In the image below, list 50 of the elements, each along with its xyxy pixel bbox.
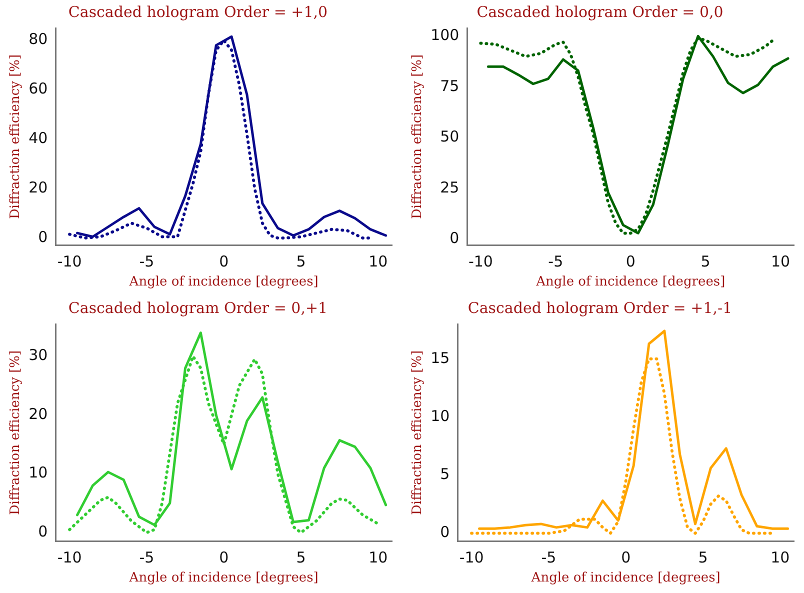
- x-tick-label: 10: [770, 548, 790, 566]
- x-tick-label: 5: [698, 548, 708, 566]
- y-tick-label: 5: [440, 465, 450, 484]
- y-tick-label: 20: [28, 178, 48, 196]
- x-tick-label: 5: [700, 252, 710, 270]
- x-tick-label: -5: [541, 548, 556, 566]
- y-tick-label: 20: [28, 404, 48, 423]
- x-tick-label: 0: [219, 548, 229, 566]
- y-tick-label: 15: [430, 348, 450, 367]
- y-tick-label: 75: [440, 76, 460, 95]
- x-tick-label: 10: [368, 252, 388, 270]
- chart-title: Cascaded hologram Order = +1,-1: [468, 298, 732, 317]
- y-tick-label: 0: [450, 229, 460, 248]
- y-tick-label: 25: [440, 178, 460, 196]
- y-tick-label: 40: [28, 129, 48, 148]
- x-tick-label: 5: [296, 252, 306, 270]
- y-tick-label: 0: [38, 228, 48, 246]
- x-axis-title: Angle of incidence [degrees]: [128, 570, 318, 586]
- y-tick-label: 50: [440, 128, 460, 146]
- y-axis-title: Diffraction efficiency [%]: [410, 54, 426, 220]
- x-axis-title: Angle of incidence [degrees]: [530, 570, 720, 586]
- x-tick-label: 5: [296, 548, 306, 566]
- x-tick-label: 0: [621, 548, 631, 566]
- x-tick-label: 10: [368, 548, 388, 566]
- y-tick-label: 10: [28, 464, 48, 482]
- x-tick-label: -10: [468, 252, 493, 270]
- y-axis-title: Diffraction efficiency [%]: [410, 350, 426, 516]
- x-axis-title: Angle of incidence [degrees]: [535, 274, 726, 290]
- x-tick-label: -10: [459, 548, 484, 566]
- y-axis-title: Diffraction efficiency [%]: [8, 350, 24, 516]
- y-tick-label: 0: [38, 522, 48, 540]
- y-tick-label: 60: [28, 80, 48, 98]
- y-tick-label: 10: [430, 406, 450, 425]
- y-tick-label: 80: [28, 30, 48, 48]
- x-tick-label: 0: [219, 252, 229, 270]
- x-tick-label: -10: [57, 548, 82, 566]
- chart-title: Cascaded hologram Order = 0,0: [476, 2, 724, 21]
- y-tick-label: 100: [430, 26, 460, 44]
- x-tick-label: 0: [626, 252, 636, 270]
- y-tick-label: 30: [28, 346, 48, 364]
- x-axis-title: Angle of incidence [degrees]: [128, 274, 318, 290]
- y-axis-title: Diffraction efficiency [%]: [8, 54, 24, 220]
- y-tick-label: 0: [440, 523, 450, 542]
- x-tick-label: -5: [139, 548, 154, 566]
- x-tick-label: -5: [139, 252, 154, 270]
- x-tick-label: 10: [770, 252, 790, 270]
- x-tick-label: -10: [57, 252, 82, 270]
- chart-title: Cascaded hologram Order = +1,0: [68, 2, 328, 21]
- x-tick-label: -5: [548, 252, 564, 270]
- chart-title: Cascaded hologram Order = 0,+1: [68, 298, 328, 317]
